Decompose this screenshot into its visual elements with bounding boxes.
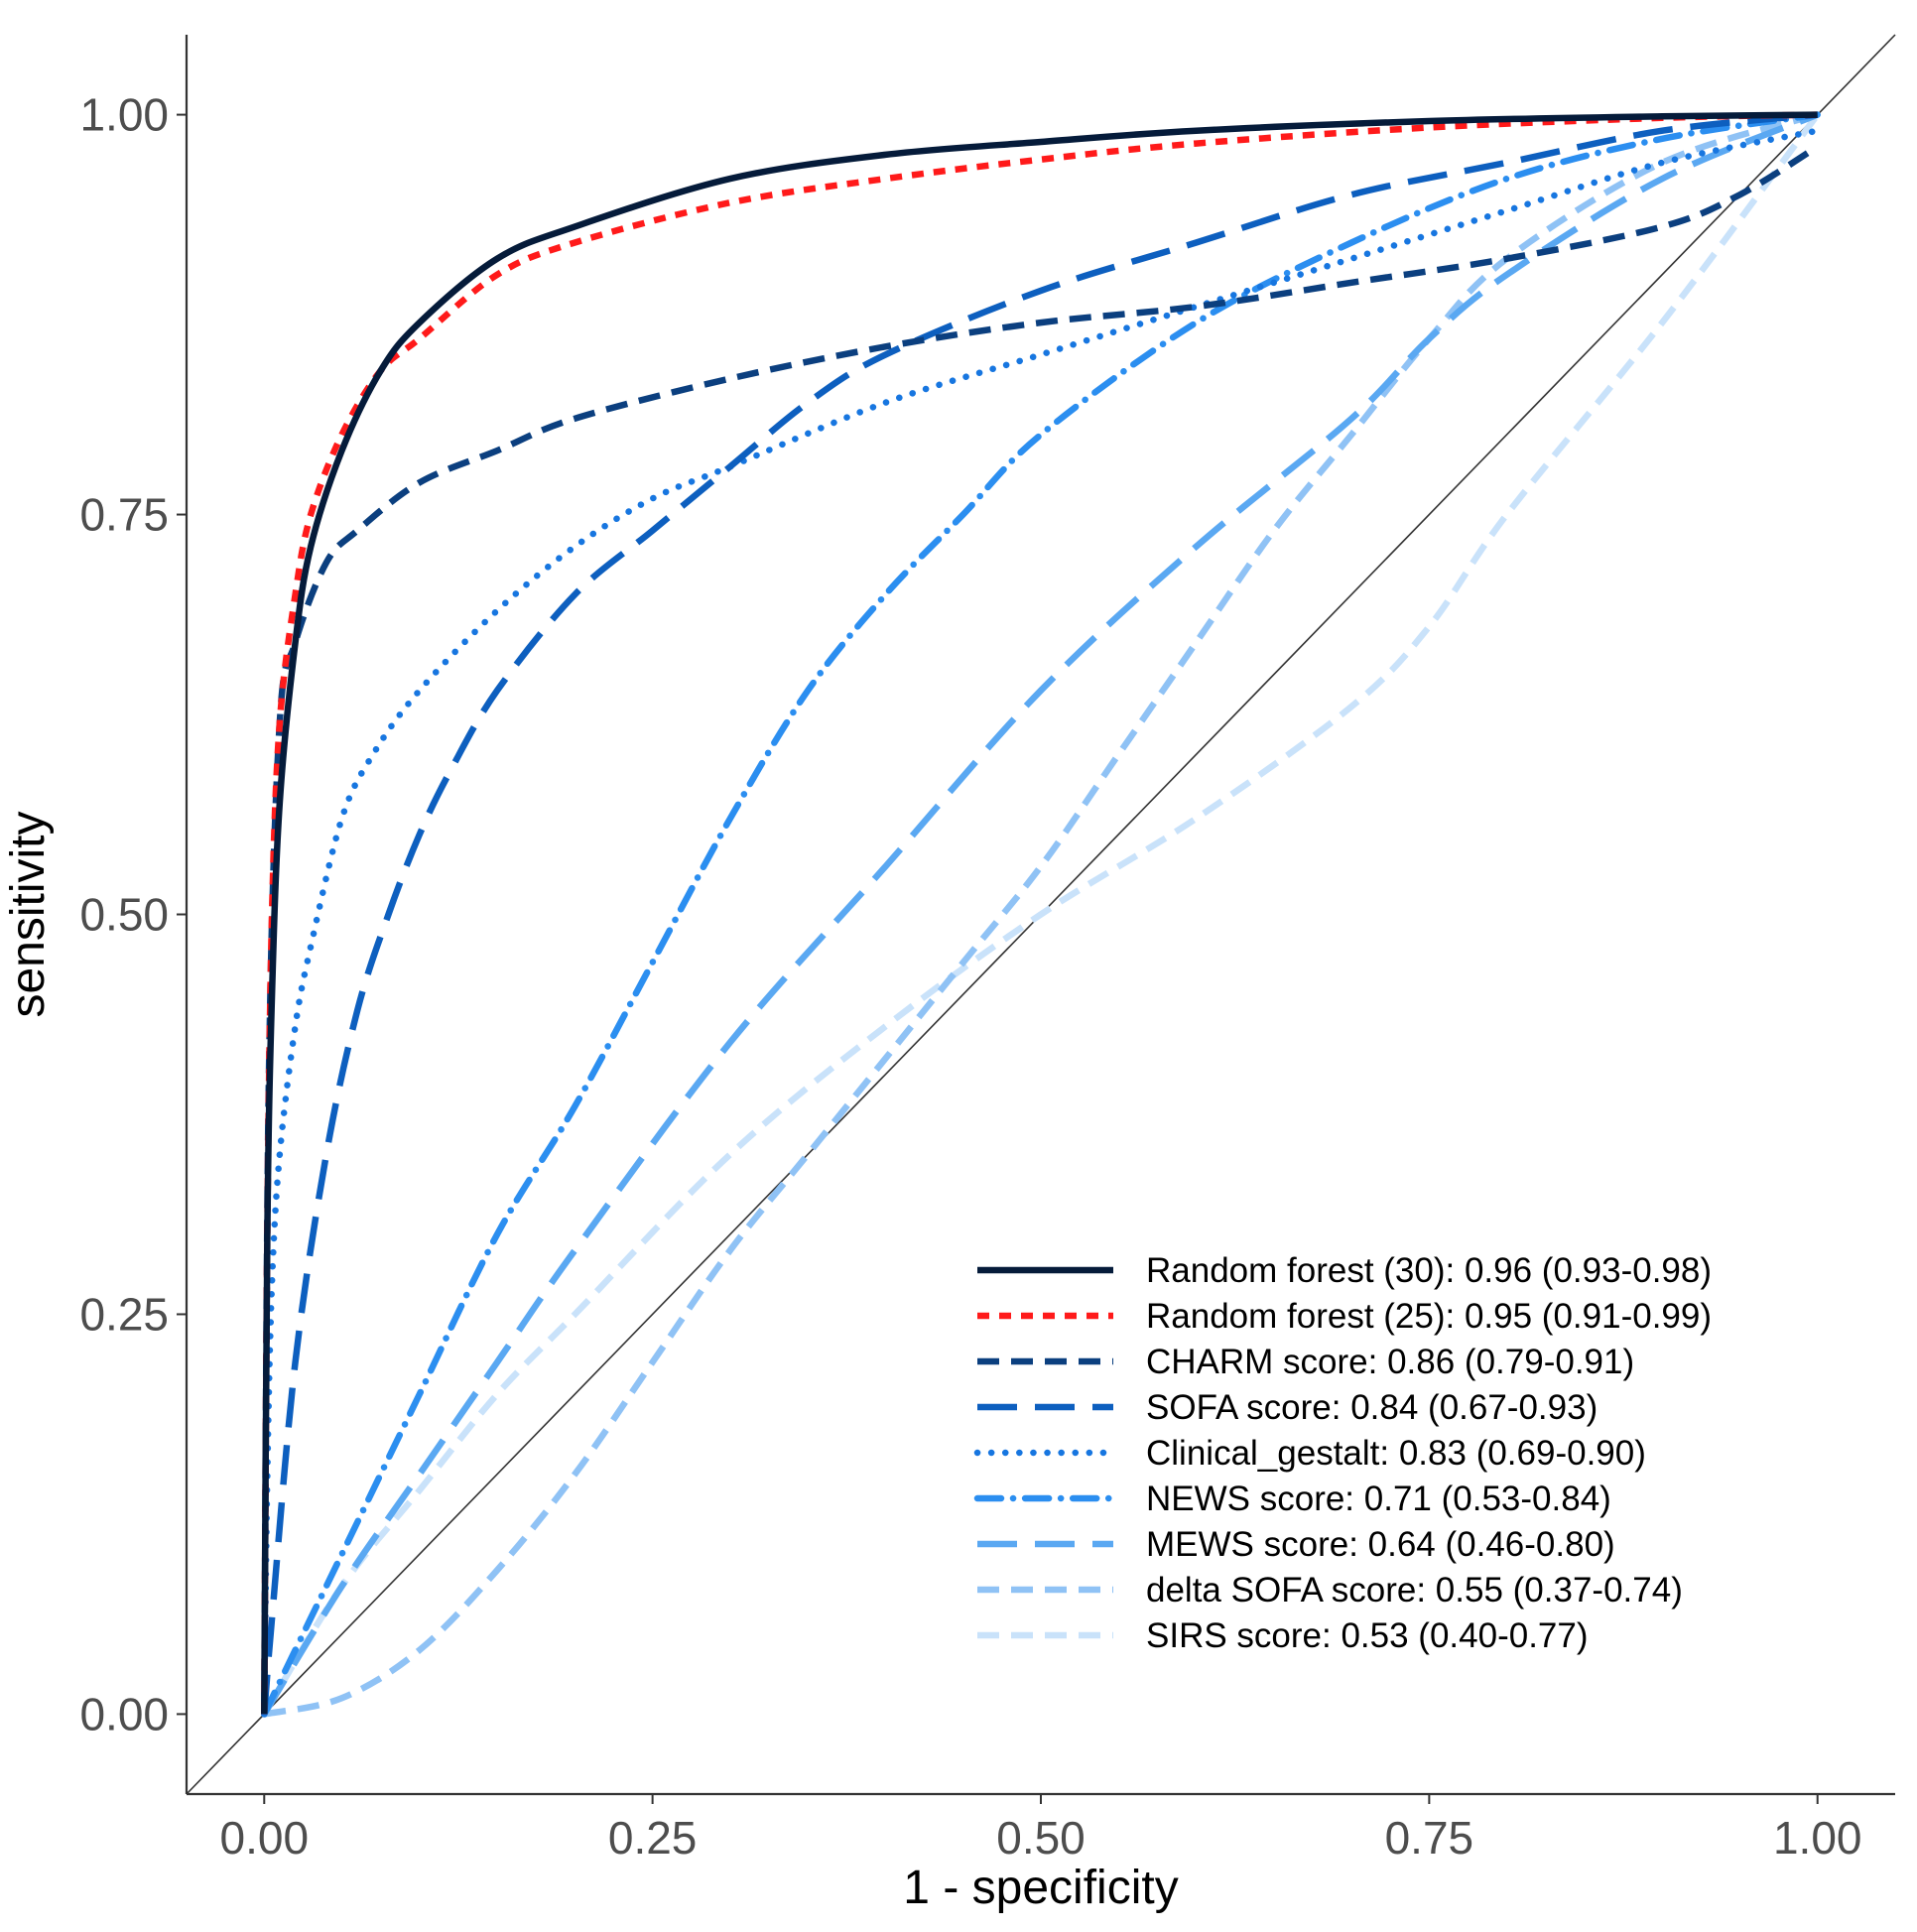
x-tick-label: 0.75 bbox=[1385, 1812, 1474, 1864]
legend-label: SOFA score: 0.84 (0.67-0.93) bbox=[1146, 1388, 1598, 1427]
legend-item-6: NEWS score: 0.71 (0.53-0.84) bbox=[973, 1480, 1611, 1518]
series-line-1 bbox=[261, 111, 1818, 1715]
x-tick-label: 0.25 bbox=[608, 1812, 698, 1864]
legend-item-5: Clinical_gestalt: 0.83 (0.69-0.90) bbox=[973, 1434, 1646, 1473]
x-tick-label: 0.00 bbox=[220, 1812, 310, 1864]
legend-label: delta SOFA score: 0.55 (0.37-0.74) bbox=[1146, 1571, 1683, 1610]
legend-item-2: Random forest (25): 0.95 (0.91-0.99) bbox=[977, 1297, 1712, 1336]
legend-item-4: SOFA score: 0.84 (0.67-0.93) bbox=[977, 1388, 1598, 1427]
y-tick-label: 1.00 bbox=[79, 89, 169, 141]
legend-label: SIRS score: 0.53 (0.40-0.77) bbox=[1146, 1616, 1589, 1655]
y-tick-label: 0.25 bbox=[79, 1288, 169, 1340]
series-line-7 bbox=[261, 111, 1819, 1717]
legend-item-3: CHARM score: 0.86 (0.79-0.91) bbox=[977, 1343, 1634, 1381]
y-tick-label: 0.50 bbox=[79, 889, 169, 941]
legend-item-1: Random forest (30): 0.96 (0.93-0.98) bbox=[977, 1251, 1712, 1290]
series-line-5 bbox=[261, 127, 1821, 1718]
axes: 0.00 0.25 0.50 0.75 1.00 0.00 0.25 0.50 0.75 1.00 bbox=[79, 35, 1895, 1864]
series-line-4 bbox=[261, 111, 1819, 1715]
legend-item-8: delta SOFA score: 0.55 (0.37-0.74) bbox=[977, 1571, 1683, 1610]
legend-label: NEWS score: 0.71 (0.53-0.84) bbox=[1146, 1480, 1611, 1518]
legend: Random forest (30): 0.96 (0.93-0.98) Rand… bbox=[973, 1251, 1712, 1655]
y-tick-label: 0.00 bbox=[79, 1688, 169, 1739]
series-line-9 bbox=[261, 112, 1821, 1717]
y-tick-label: 0.75 bbox=[79, 489, 169, 541]
series-line-3 bbox=[261, 144, 1820, 1715]
legend-label: Random forest (30): 0.96 (0.93-0.98) bbox=[1146, 1251, 1712, 1290]
legend-item-7: MEWS score: 0.64 (0.46-0.80) bbox=[977, 1525, 1615, 1564]
series-line-6 bbox=[261, 111, 1821, 1718]
x-tick-label: 1.00 bbox=[1773, 1812, 1862, 1864]
legend-label: CHARM score: 0.86 (0.79-0.91) bbox=[1146, 1343, 1634, 1381]
y-axis-title: sensitivity bbox=[2, 811, 55, 1017]
x-axis-title: 1 - specificity bbox=[903, 1862, 1178, 1914]
plot-area bbox=[186, 34, 1896, 1795]
legend-item-9: SIRS score: 0.53 (0.40-0.77) bbox=[977, 1616, 1589, 1655]
x-tick-label: 0.50 bbox=[996, 1812, 1086, 1864]
legend-label: Random forest (25): 0.95 (0.91-0.99) bbox=[1146, 1297, 1712, 1336]
legend-label: Clinical_gestalt: 0.83 (0.69-0.90) bbox=[1146, 1434, 1646, 1473]
legend-label: MEWS score: 0.64 (0.46-0.80) bbox=[1146, 1525, 1615, 1564]
